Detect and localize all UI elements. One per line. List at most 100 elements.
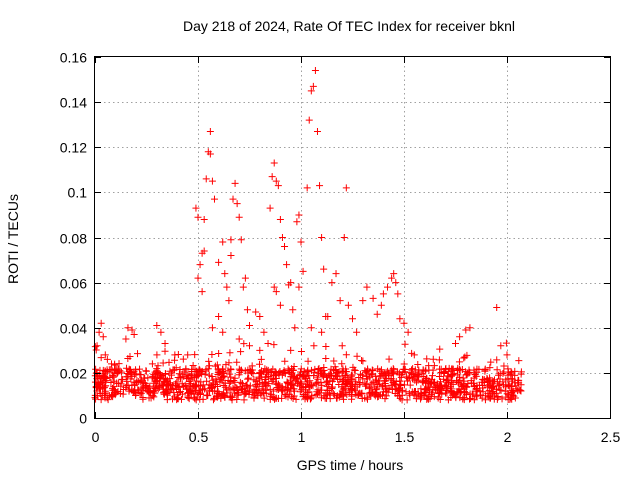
data-point	[514, 387, 522, 395]
data-point	[328, 279, 336, 287]
data-point	[313, 127, 321, 135]
data-point	[327, 371, 335, 379]
data-point	[233, 358, 241, 366]
data-point	[437, 368, 445, 376]
data-point	[270, 341, 278, 349]
data-point	[298, 386, 306, 394]
data-point	[259, 382, 267, 390]
data-point	[400, 360, 408, 368]
data-point	[403, 377, 411, 385]
data-point	[493, 356, 501, 364]
data-point	[404, 328, 412, 336]
data-point	[370, 390, 378, 398]
data-point	[381, 382, 389, 390]
data-point	[168, 382, 176, 390]
data-point	[338, 390, 346, 398]
data-point	[452, 340, 459, 348]
data-point	[466, 324, 474, 332]
data-point	[332, 365, 340, 373]
data-point	[132, 391, 140, 399]
data-point	[406, 381, 414, 389]
data-point	[227, 236, 235, 244]
data-point	[198, 367, 206, 375]
data-point	[212, 392, 220, 400]
data-point	[413, 378, 421, 386]
data-point	[184, 374, 192, 382]
data-point	[154, 362, 162, 370]
data-point	[390, 366, 398, 374]
data-point	[136, 365, 144, 373]
data-point	[305, 371, 313, 379]
data-point	[495, 382, 503, 390]
data-point	[194, 274, 202, 282]
data-point	[400, 319, 408, 327]
data-point	[388, 369, 396, 377]
data-point	[109, 373, 117, 381]
data-point	[311, 365, 319, 373]
data-point	[186, 380, 194, 388]
data-point	[350, 366, 358, 374]
data-point	[225, 384, 233, 392]
data-point	[202, 175, 210, 183]
x-tick-label: 1	[298, 429, 306, 445]
data-point	[157, 328, 165, 336]
data-point	[234, 390, 242, 398]
y-axis-label: ROTI / TECUs	[5, 194, 21, 284]
y-tick-label: 0.1	[68, 185, 88, 201]
data-point	[415, 368, 423, 376]
data-point	[128, 326, 136, 334]
data-point	[405, 374, 413, 382]
data-point	[387, 376, 395, 384]
data-point	[171, 356, 179, 364]
data-point	[318, 328, 326, 336]
data-point	[276, 301, 284, 309]
data-point	[202, 365, 210, 373]
data-point	[270, 283, 278, 291]
data-point	[348, 375, 356, 383]
data-point	[272, 372, 280, 380]
data-point	[373, 310, 381, 318]
data-point	[101, 382, 109, 390]
data-point	[459, 395, 467, 403]
data-point	[154, 369, 162, 377]
grid-lines	[95, 57, 610, 418]
data-point	[307, 87, 315, 95]
data-point	[369, 294, 377, 302]
data-point	[392, 279, 400, 287]
data-point	[287, 387, 295, 395]
data-point	[174, 350, 182, 358]
data-point	[291, 324, 299, 332]
data-point	[354, 391, 362, 399]
data-point	[515, 379, 523, 387]
data-point	[361, 382, 369, 390]
data-point	[243, 306, 251, 314]
data-point	[235, 335, 243, 343]
data-point	[382, 368, 390, 376]
data-point	[502, 339, 510, 347]
data-point	[226, 370, 234, 378]
data-point	[282, 383, 290, 391]
data-point	[322, 342, 330, 350]
data-point	[99, 333, 107, 341]
data-point	[315, 389, 323, 397]
data-point	[304, 366, 312, 374]
data-point	[252, 308, 260, 316]
data-point	[353, 352, 361, 360]
data-point	[158, 371, 166, 379]
data-point	[163, 396, 171, 404]
data-point	[385, 355, 393, 363]
data-point	[168, 369, 176, 377]
data-point	[295, 283, 303, 291]
data-point	[324, 377, 332, 385]
data-point	[305, 388, 313, 396]
data-point	[200, 215, 208, 223]
data-point	[191, 395, 199, 403]
data-point	[260, 394, 268, 402]
data-point	[295, 211, 303, 219]
data-point	[272, 288, 280, 296]
data-point	[296, 370, 304, 378]
data-point	[454, 388, 462, 396]
x-tick-label: 2.5	[601, 429, 621, 445]
data-point	[475, 365, 483, 373]
data-point	[444, 396, 452, 404]
